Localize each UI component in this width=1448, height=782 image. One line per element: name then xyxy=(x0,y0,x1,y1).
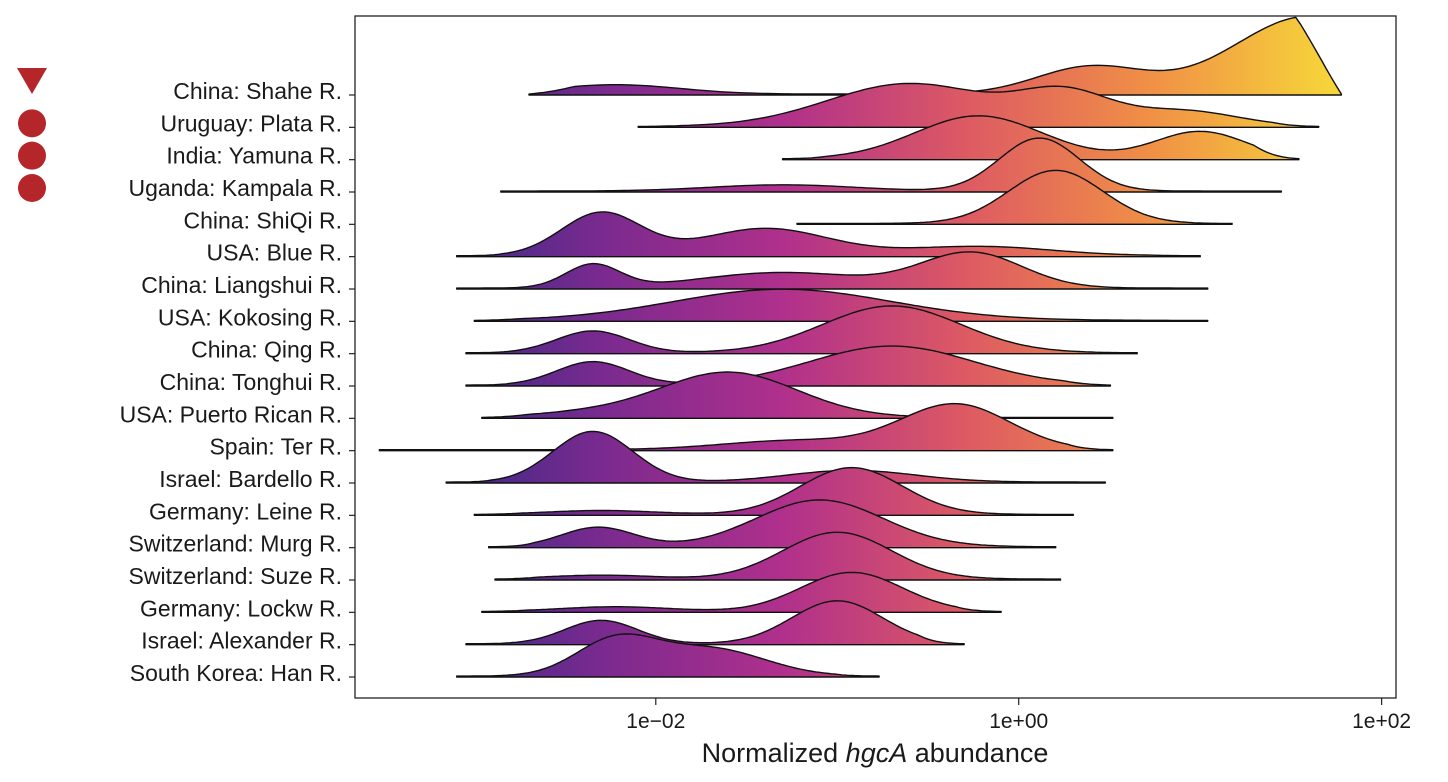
y-tick-label: Switzerland: Murg R. xyxy=(129,531,342,557)
ridge-density xyxy=(456,251,1209,290)
ridge-density xyxy=(488,499,1057,549)
ridge-density xyxy=(456,633,880,678)
y-tick-label: USA: Kokosing R. xyxy=(158,304,342,330)
site-triangle-marker xyxy=(17,68,47,94)
y-tick-label: Israel: Bardello R. xyxy=(159,466,342,492)
y-tick-label: Spain: Ter R. xyxy=(209,434,342,460)
y-tick-label: USA: Blue R. xyxy=(207,240,343,266)
ridge-density xyxy=(528,16,1343,96)
ridge-density xyxy=(481,571,1002,613)
y-tick-label: Israel: Alexander R. xyxy=(141,628,342,654)
y-tick-label: South Korea: Han R. xyxy=(130,660,342,686)
plot-frame xyxy=(354,15,1397,699)
x-tick-label: 1e+02 xyxy=(1352,710,1411,733)
site-markers-group xyxy=(17,68,47,202)
site-circle-marker xyxy=(18,174,46,202)
ridge-density xyxy=(481,371,1114,419)
ridge-density xyxy=(637,82,1320,128)
y-tick-label: Switzerland: Suze R. xyxy=(129,563,342,589)
site-circle-marker xyxy=(18,109,46,138)
ridges-group xyxy=(378,16,1343,678)
ridge-density xyxy=(796,169,1233,225)
y-tick-label: China: Liangshui R. xyxy=(141,272,342,298)
ridge-density xyxy=(500,137,1282,193)
ridge-density xyxy=(378,402,1114,452)
ridge-density xyxy=(456,211,1201,258)
site-circle-marker xyxy=(18,141,46,170)
ridge-density xyxy=(465,305,1138,355)
y-tick-label: Germany: Leine R. xyxy=(149,498,342,524)
y-tick-label: China: ShiQi R. xyxy=(183,207,342,233)
ridge-density xyxy=(445,430,1106,484)
ridge-density xyxy=(465,600,965,646)
ridge-density xyxy=(473,466,1074,516)
ridge-density xyxy=(494,531,1062,581)
ridge-density xyxy=(473,288,1209,322)
y-tick-label: China: Qing R. xyxy=(191,337,342,363)
x-tick-label: 1e+00 xyxy=(989,710,1048,733)
y-tick-label: China: Shahe R. xyxy=(173,78,342,104)
y-tick-label: USA: Puerto Rican R. xyxy=(120,401,342,427)
y-tick-label: Uganda: Kampala R. xyxy=(128,175,342,201)
x-tick-label: 1e−02 xyxy=(626,710,685,733)
x-axis: 1e−02 1e+00 1e+02 xyxy=(626,698,1411,733)
y-tick-label: China: Tonghui R. xyxy=(160,369,342,395)
y-tick-label: Germany: Lockw R. xyxy=(140,595,342,621)
ridge-density xyxy=(465,345,1112,387)
y-tick-label: Uruguay: Plata R. xyxy=(160,110,342,136)
y-labels-group: China: Shahe R. Uruguay: Plata R. India: Y… xyxy=(120,78,355,686)
x-axis-title: Normalized hgcA abundance xyxy=(702,738,1049,768)
y-tick-label: India: Yamuna R. xyxy=(166,143,342,169)
